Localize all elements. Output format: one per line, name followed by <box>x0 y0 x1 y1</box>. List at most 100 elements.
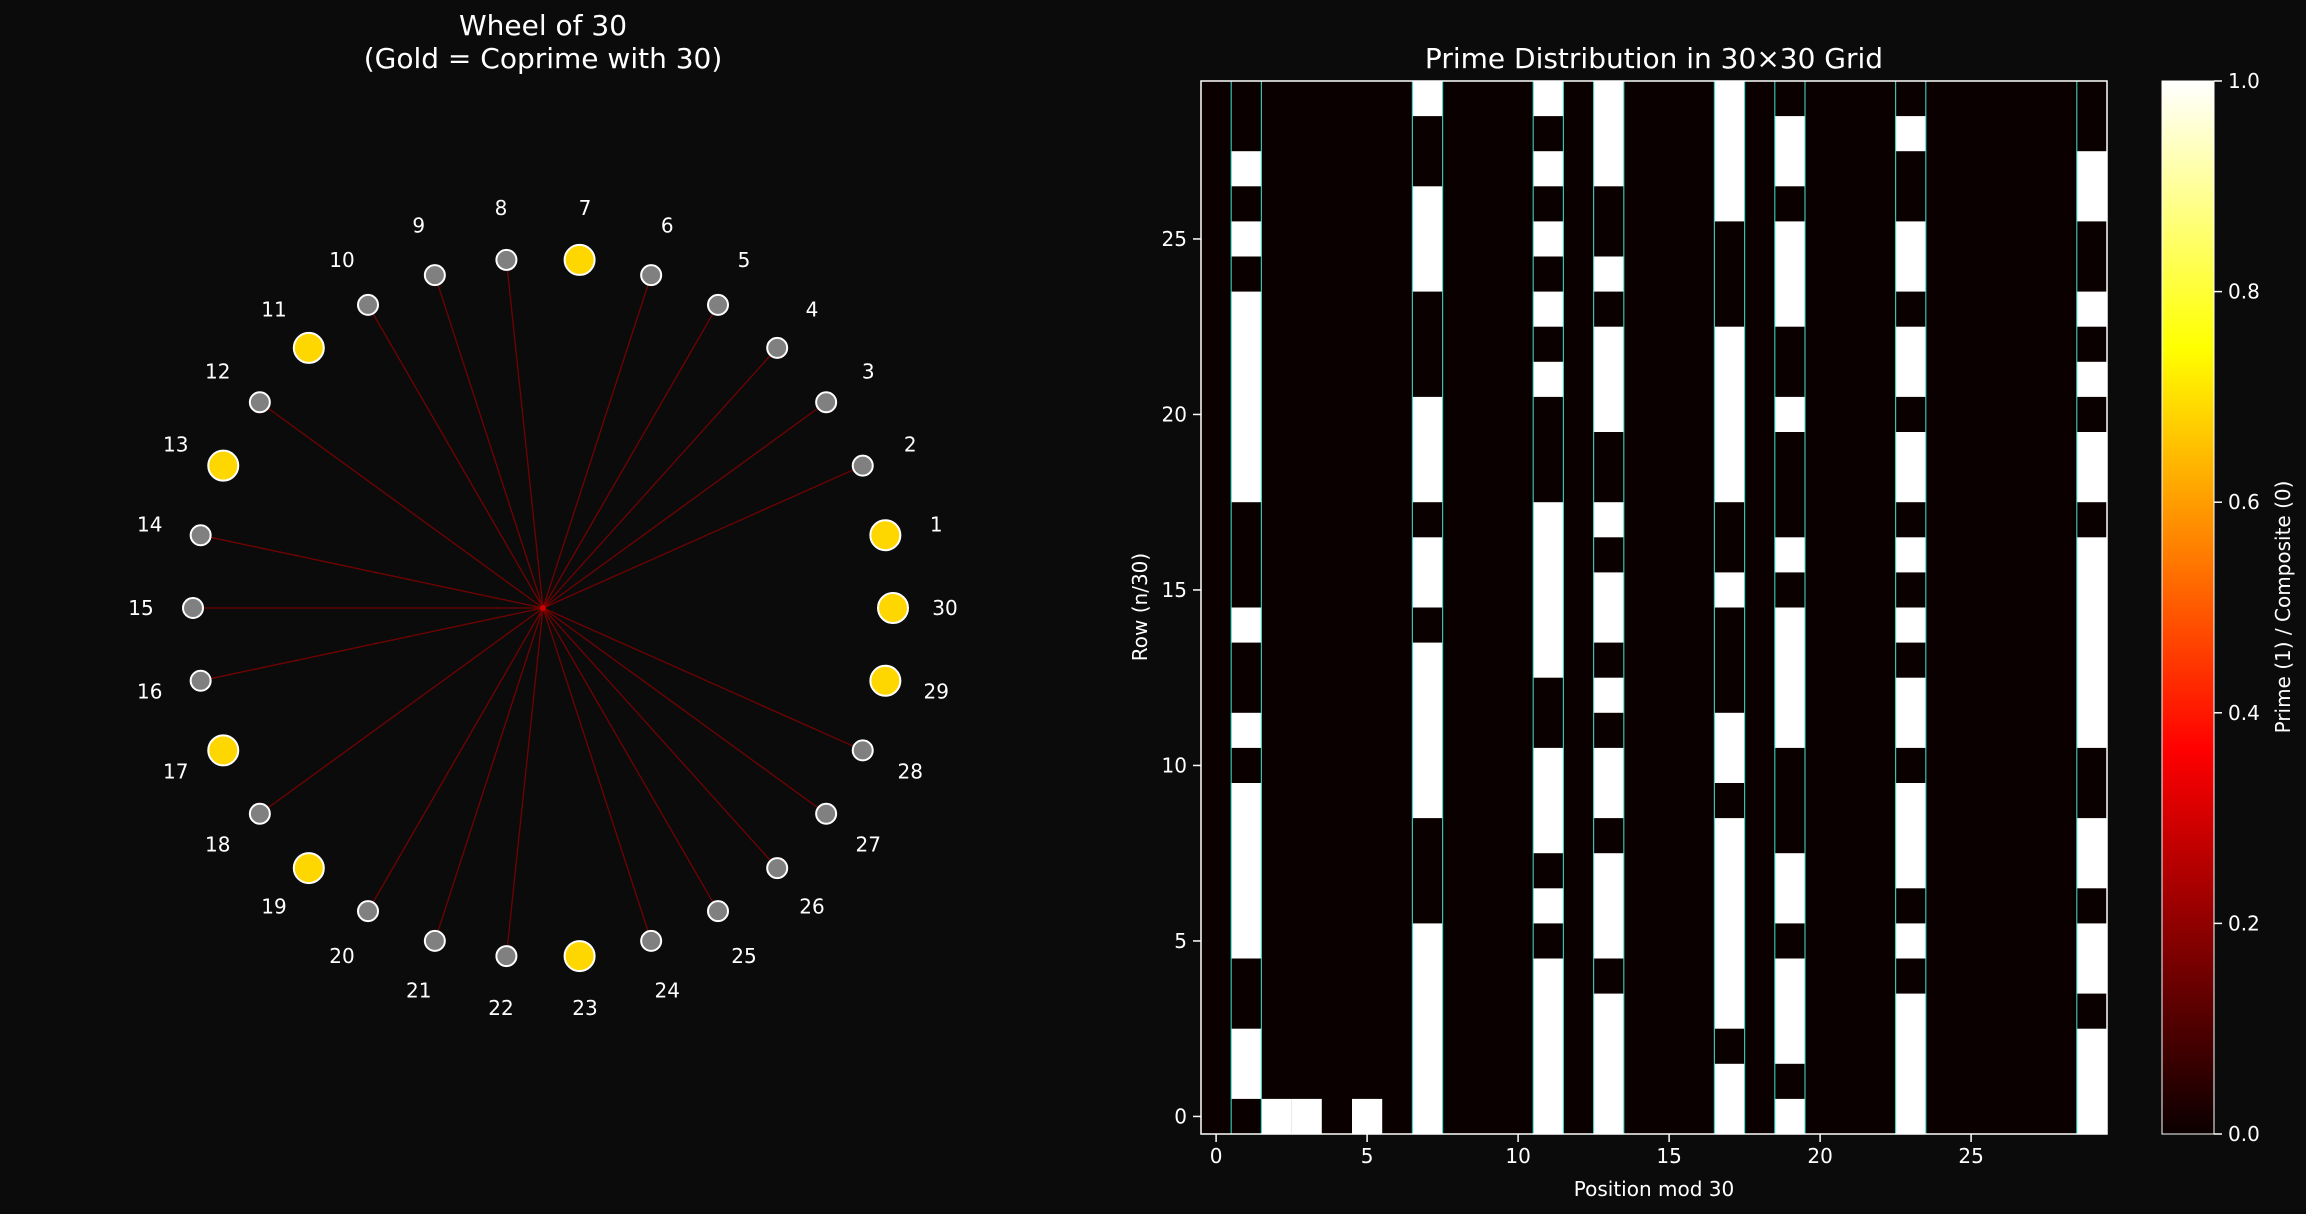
prime-cell-col13-row27 <box>1593 81 1624 187</box>
prime-cell-col11-row6 <box>1533 888 1564 924</box>
wheel-spoke-5 <box>542 313 714 609</box>
prime-cell-col23-row24 <box>1895 221 1926 292</box>
wheel-label-16: 16 <box>137 680 162 704</box>
prime-cell-col19-row2 <box>1774 958 1805 1064</box>
colorbar-tick-label-0.4: 0.4 <box>2228 701 2260 725</box>
prime-cell-col23-row18 <box>1895 432 1926 503</box>
wheel-label-19: 19 <box>261 895 286 919</box>
colorbar-ticks: 0.0 0.2 0.4 0.6 0.8 1.0 <box>2214 69 2260 1146</box>
prime-cell-col1-row5 <box>1231 783 1262 959</box>
wheel-label-6: 6 <box>661 214 674 238</box>
wheel-label-25: 25 <box>731 944 756 968</box>
prime-cell-col1-row18 <box>1231 291 1262 503</box>
wheel-point-30 <box>877 592 909 624</box>
prime-cell-col2-row0 <box>1261 1098 1292 1134</box>
wheel-point-15 <box>182 597 204 619</box>
y-tick-label-15: 15 <box>1162 578 1187 602</box>
prime-cell-col13-row9 <box>1593 747 1624 819</box>
wheel-spoke-21 <box>437 607 544 932</box>
wheel-label-1: 1 <box>930 512 943 536</box>
prime-cell-col1-row11 <box>1231 712 1262 748</box>
x-tick-label-0: 0 <box>1210 1144 1223 1168</box>
prime-cell-col19-row16 <box>1774 537 1805 573</box>
prime-cell-col23-row11 <box>1895 677 1926 748</box>
wheel-point-17 <box>207 734 240 767</box>
prime-cell-col11-row27 <box>1533 151 1564 187</box>
wheel-point-3 <box>815 391 838 414</box>
wheel-point-11 <box>292 331 325 364</box>
prime-cell-col7-row29 <box>1412 81 1443 117</box>
wheel-point-22 <box>495 945 518 968</box>
wheel-label-11: 11 <box>261 297 286 321</box>
wheel-spoke-18 <box>267 607 544 809</box>
prime-cell-col11-row23 <box>1533 291 1564 327</box>
wheel-point-12 <box>248 391 271 414</box>
colorbar-tick-label-0.6: 0.6 <box>2228 490 2260 514</box>
prime-cell-col7-row24 <box>1412 186 1443 292</box>
prime-cell-col19-row27 <box>1774 116 1805 187</box>
wheel-label-27: 27 <box>855 832 880 856</box>
wheel-point-20 <box>357 900 379 923</box>
heatmap-panel: Prime Distribution in 30×30 Grid 0 5 10 15 2… <box>1128 42 2108 1201</box>
wheel-points <box>182 243 909 973</box>
heatmap-cells <box>1201 81 2107 1134</box>
wheel-spoke-3 <box>542 407 819 609</box>
wheel-label-29: 29 <box>923 680 948 704</box>
heatmap-frame <box>1200 80 2108 1135</box>
wheel-label-10: 10 <box>329 248 354 272</box>
heatmap-x-ticks: 0 5 10 15 20 25 <box>1210 1134 1984 1168</box>
wheel-label-4: 4 <box>806 297 819 321</box>
prime-cell-col17-row26 <box>1714 81 1745 222</box>
wheel-spoke-27 <box>542 607 819 809</box>
heatmap-y-ticks: 0 5 10 15 20 25 <box>1162 227 1201 1128</box>
heatmap-y-axis-label: Row (n/30) <box>1128 553 1152 661</box>
wheel-label-21: 21 <box>406 978 431 1002</box>
wheel-point-5 <box>707 293 729 316</box>
prime-cell-col7-row0 <box>1412 923 1443 1134</box>
prime-cell-col13-row17 <box>1593 502 1624 538</box>
prime-cell-col13-row12 <box>1593 677 1624 713</box>
wheel-point-23 <box>563 940 596 973</box>
prime-cell-col23-row21 <box>1895 326 1926 397</box>
wheel-label-23: 23 <box>572 996 597 1020</box>
y-tick-label-10: 10 <box>1162 753 1187 777</box>
wheel-spoke-10 <box>372 313 544 609</box>
wheel-title-line1: Wheel of 30 <box>459 9 627 42</box>
colorbar-gradient <box>2161 80 2215 1135</box>
wheel-label-20: 20 <box>329 944 354 968</box>
wheel-label-8: 8 <box>495 196 508 220</box>
prime-cell-col7-row18 <box>1412 396 1443 503</box>
heatmap-x-axis-label: Position mod 30 <box>1574 1177 1734 1201</box>
prime-cell-col19-row23 <box>1774 221 1805 327</box>
x-tick-label-10: 10 <box>1505 1144 1530 1168</box>
prime-cell-col23-row7 <box>1895 783 1926 889</box>
prime-cell-col23-row14 <box>1895 607 1926 643</box>
wheel-point-19 <box>292 852 325 885</box>
wheel-point-25 <box>707 900 729 923</box>
x-tick-label-25: 25 <box>1958 1144 1983 1168</box>
wheel-panel: Wheel of 30 (Gold = Coprime with 30) 1 23… <box>128 9 957 1020</box>
prime-cell-col11-row0 <box>1533 958 1564 1134</box>
wheel-point-24 <box>640 929 663 952</box>
prime-cell-col29-row26 <box>2076 151 2107 222</box>
wheel-point-4 <box>766 336 789 359</box>
prime-cell-col29-row7 <box>2076 818 2107 889</box>
wheel-title-line2: (Gold = Coprime with 30) <box>364 42 723 75</box>
prime-cell-col11-row8 <box>1533 747 1564 854</box>
wheel-point-2 <box>851 454 874 477</box>
heatmap-background <box>1201 81 2107 1134</box>
prime-cell-col29-row18 <box>2076 432 2107 503</box>
wheel-point-14 <box>189 524 212 547</box>
wheel-label-2: 2 <box>904 432 917 456</box>
wheel-label-15: 15 <box>128 596 153 620</box>
x-tick-label-15: 15 <box>1656 1144 1681 1168</box>
prime-cell-col19-row20 <box>1774 396 1805 432</box>
y-tick-label-20: 20 <box>1162 402 1187 426</box>
prime-cell-col3-row0 <box>1291 1098 1322 1134</box>
prime-cell-col1-row27 <box>1231 151 1262 187</box>
wheel-label-28: 28 <box>898 760 923 784</box>
prime-cell-col13-row14 <box>1593 572 1624 643</box>
wheel-label-18: 18 <box>205 832 230 856</box>
